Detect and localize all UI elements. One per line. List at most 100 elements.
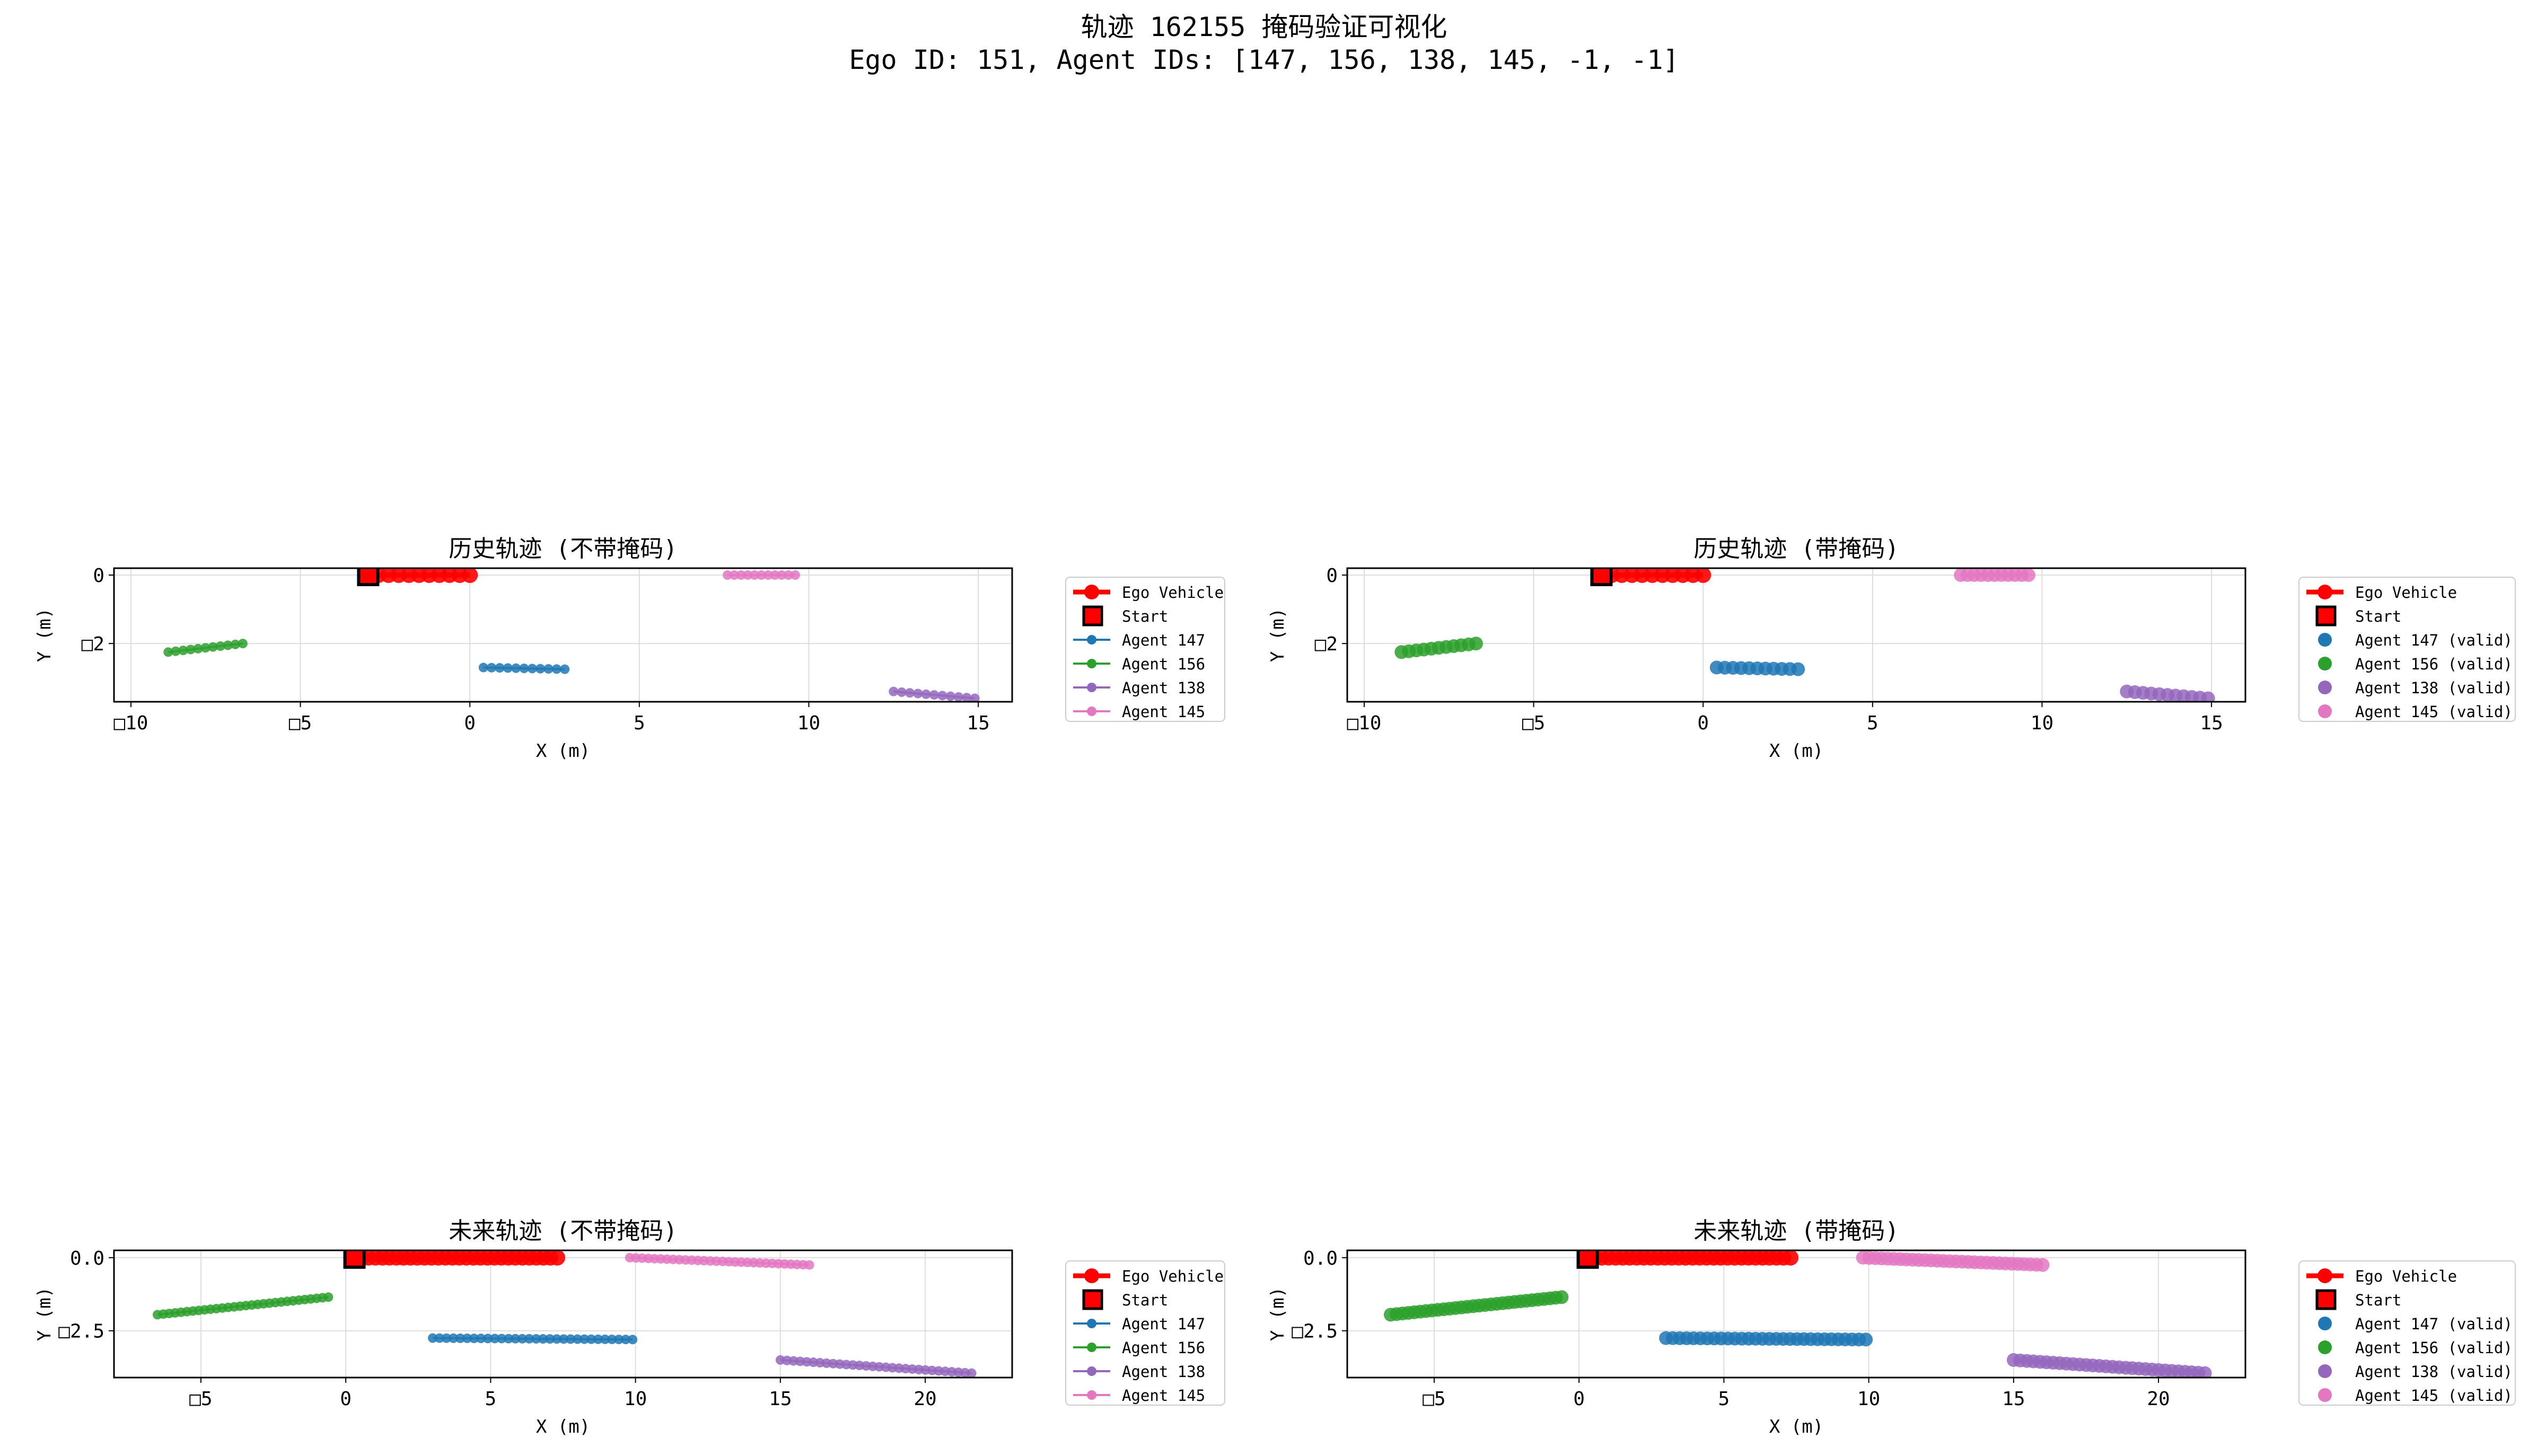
series-agent_145	[1954, 568, 2035, 582]
legend-item: Start	[2315, 1289, 2401, 1310]
data-point	[178, 646, 188, 656]
data-point	[483, 1334, 493, 1344]
data-point	[435, 1333, 445, 1343]
x-tick-label: 5	[1867, 712, 1879, 734]
legend-item: Agent 147	[1073, 1315, 1205, 1333]
data-point	[621, 1335, 631, 1345]
start-marker	[1590, 568, 1613, 586]
data-point	[495, 663, 505, 673]
start-marker	[343, 1250, 366, 1269]
legend-label: Agent 147 (valid)	[2355, 1315, 2513, 1333]
data-point	[962, 693, 972, 702]
legend-item: Agent 147	[1073, 631, 1205, 649]
legend-handle-marker	[2318, 633, 2332, 647]
start-marker	[357, 568, 380, 586]
legend: Ego Vehicle Start Agent 147 (valid) Agent 1…	[2298, 577, 2516, 722]
data-point	[469, 1334, 479, 1344]
subplot-title: 历史轨迹 (不带掩码)	[449, 535, 677, 562]
y-tick-label: □2.5	[1292, 1321, 1338, 1343]
data-point	[487, 663, 497, 673]
data-point	[628, 1335, 638, 1345]
data-point	[945, 691, 955, 701]
suptitle-line-2: Ego ID: 151, Agent IDs: [147, 156, 138, …	[849, 45, 1679, 75]
x-tick-label: 0	[464, 712, 476, 734]
legend-item: Agent 145 (valid)	[2318, 1387, 2513, 1405]
legend-label: Ego Vehicle	[2355, 1267, 2457, 1285]
x-tick-label: □5	[1423, 1388, 1445, 1410]
legend-item: Agent 156 (valid)	[2318, 655, 2513, 673]
series-ego	[1579, 1250, 1799, 1266]
data-point	[552, 1334, 562, 1344]
legend: Ego Vehicle Start Agent 147 Agent 156 Agent …	[1065, 1260, 1225, 1406]
data-point	[2035, 1258, 2050, 1272]
y-tick-label: 0.0	[1303, 1248, 1338, 1269]
data-point	[600, 1334, 610, 1344]
data-point	[790, 570, 800, 580]
legend-label: Agent 145	[1122, 703, 1205, 721]
data-point	[545, 1334, 555, 1344]
x-tick-label: 10	[1857, 1388, 1880, 1410]
legend-item: Agent 147 (valid)	[2318, 631, 2513, 649]
legend-handle-marker	[2315, 605, 2337, 626]
legend-item: Agent 145	[1073, 703, 1205, 721]
legend-handle-marker	[2315, 1289, 2337, 1310]
data-point	[511, 1334, 521, 1344]
legend-item: Agent 145 (valid)	[2318, 703, 2513, 721]
series-agent_145	[625, 1252, 814, 1270]
data-point	[511, 663, 521, 673]
legend-item: Ego Vehicle	[1073, 584, 1224, 602]
y-tick-label: □2	[82, 633, 104, 655]
data-point	[580, 1334, 590, 1344]
legend-label: Agent 147	[1122, 631, 1205, 649]
legend-label: Agent 145	[1122, 1387, 1205, 1405]
data-point	[1859, 1333, 1873, 1347]
data-point	[531, 1334, 541, 1344]
legend-item: Agent 138 (valid)	[2318, 679, 2513, 697]
legend-item: Agent 145	[1073, 1387, 1205, 1405]
data-point	[889, 686, 899, 696]
x-tick-label: 15	[769, 1388, 792, 1410]
data-point	[490, 1334, 500, 1344]
data-point	[323, 1292, 333, 1302]
data-point	[455, 1333, 466, 1343]
data-point	[503, 663, 513, 673]
data-point	[729, 570, 739, 580]
axes-frame	[113, 1249, 1013, 1379]
legend-label: Agent 156 (valid)	[2355, 655, 2513, 673]
x-tick-label: 5	[634, 712, 645, 734]
suptitle-line-1: 轨迹 162155 掩码验证可视化	[1081, 12, 1447, 42]
legend-label: Start	[1122, 607, 1168, 625]
data-point	[770, 570, 780, 580]
data-point	[560, 664, 570, 674]
data-point	[573, 1334, 583, 1344]
legend-handle-marker	[1082, 1289, 1103, 1310]
legend-frame	[1065, 1260, 1225, 1406]
legend: Ego Vehicle Start Agent 147 (valid) Agent 1…	[2298, 1260, 2516, 1406]
x-tick-label: 15	[2002, 1388, 2025, 1410]
x-tick-label: □5	[1522, 712, 1545, 734]
series-agent_147	[1709, 660, 1805, 676]
x-tick-label: 20	[914, 1388, 936, 1410]
data-point	[551, 664, 561, 674]
legend: Ego Vehicle Start Agent 147 Agent 156 Agent …	[1065, 577, 1225, 722]
data-point	[559, 1334, 569, 1344]
legend-item: Start	[1082, 1289, 1168, 1310]
legend-handle-marker	[1084, 1268, 1099, 1283]
data-point	[921, 689, 931, 699]
subplot-title: 未来轨迹 (带掩码)	[1693, 1217, 1899, 1245]
data-point	[937, 691, 947, 701]
data-point	[784, 570, 794, 580]
data-point	[614, 1335, 624, 1345]
series-agent_156	[163, 639, 248, 657]
legend-handle-marker	[2318, 585, 2332, 599]
plot-area	[1383, 1250, 2212, 1378]
data-point	[171, 646, 181, 656]
axes-frame	[1346, 1249, 2246, 1379]
series-agent_147	[428, 1333, 638, 1345]
plot-area	[163, 568, 980, 702]
series-agent_138	[889, 686, 980, 702]
series-agent_156	[1394, 637, 1483, 659]
y-axis-label: Y (m)	[1267, 608, 1288, 662]
data-point	[756, 570, 766, 580]
